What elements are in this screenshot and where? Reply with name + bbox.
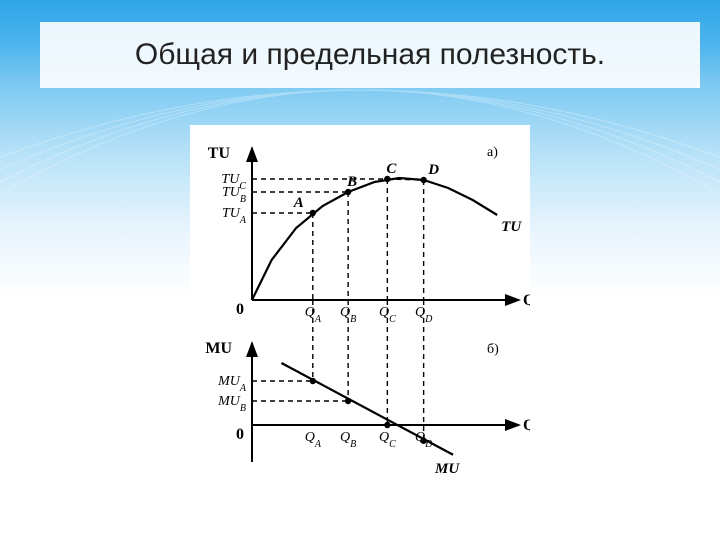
title-box: Общая и предельная полезность. xyxy=(40,22,700,88)
tu-chart: TUQ0а)TUABCDTUCTUBTUAQAQBQCQD xyxy=(208,145,530,325)
mu-x-axis-label: Q xyxy=(523,417,530,434)
tu-curve xyxy=(252,178,497,300)
svg-text:а): а) xyxy=(487,145,498,160)
slide-title: Общая и предельная полезность. xyxy=(135,38,605,71)
mu-y-axis-label: MU xyxy=(205,340,232,357)
slide: Общая и предельная полезность. TUQ0а)TUA… xyxy=(0,0,720,540)
mu-chart: MU Q 0 б) MU MUAMUB QA QB QC QD xyxy=(205,300,530,477)
tu-point-c-label: C xyxy=(386,161,397,177)
svg-text:MU: MU xyxy=(434,461,460,477)
svg-text:MUB: MUB xyxy=(217,394,246,414)
svg-text:TUA: TUA xyxy=(222,206,247,226)
svg-text:QB: QB xyxy=(340,430,356,450)
utility-figure: TUQ0а)TUABCDTUCTUBTUAQAQBQCQDMUQ0б)MUMUA… xyxy=(190,125,530,480)
svg-text:MUA: MUA xyxy=(217,374,247,394)
svg-text:QA: QA xyxy=(305,430,322,450)
tu-point-a-label: A xyxy=(293,195,304,211)
tu-point-b-label: B xyxy=(346,174,357,190)
tu-y-axis-label: TU xyxy=(208,145,231,162)
svg-text:б): б) xyxy=(487,342,499,357)
svg-text:0: 0 xyxy=(236,426,244,443)
svg-text:QD: QD xyxy=(415,430,433,450)
tu-point-d-label: D xyxy=(427,162,439,178)
svg-text:QC: QC xyxy=(379,430,396,450)
tu-x-axis-label: Q xyxy=(523,292,530,309)
svg-text:0: 0 xyxy=(236,301,244,318)
svg-text:TU: TU xyxy=(501,219,522,235)
